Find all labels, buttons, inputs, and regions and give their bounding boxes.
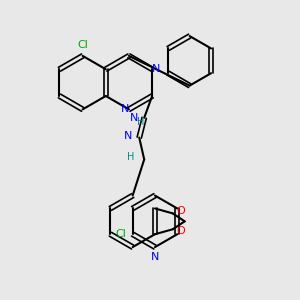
Text: N: N: [152, 64, 160, 74]
Text: O: O: [176, 226, 185, 236]
Text: N: N: [124, 130, 133, 141]
Text: O: O: [176, 206, 185, 216]
Text: H: H: [127, 152, 134, 162]
Text: N: N: [151, 252, 159, 262]
Text: N: N: [121, 104, 129, 114]
Text: Cl: Cl: [115, 229, 126, 239]
Text: N: N: [130, 113, 139, 123]
Text: Cl: Cl: [77, 40, 88, 50]
Text: H: H: [136, 117, 144, 127]
